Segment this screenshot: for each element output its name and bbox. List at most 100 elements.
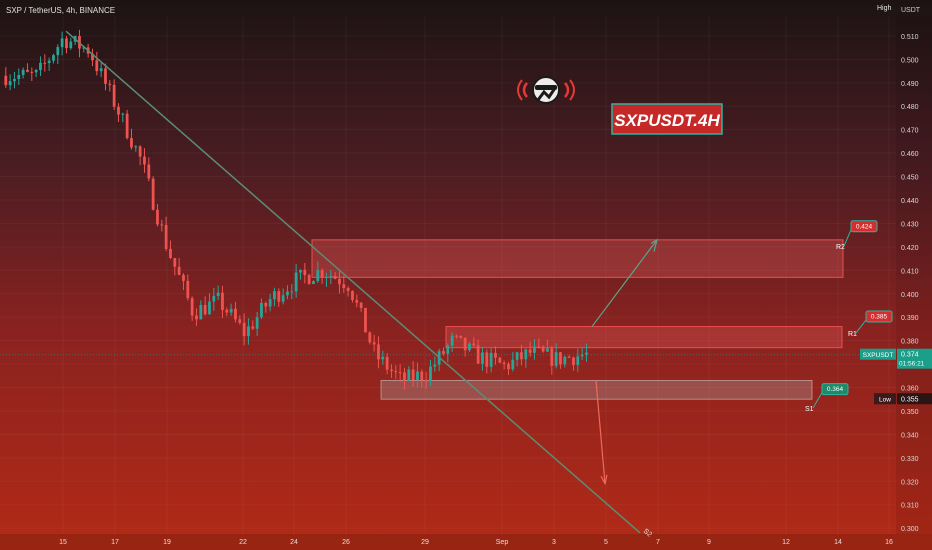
y-tick-label: 0.490 bbox=[901, 81, 919, 88]
bearish-projection-arrow[interactable] bbox=[595, 380, 606, 484]
bullish-projection-arrow[interactable] bbox=[591, 239, 658, 327]
candle-body bbox=[537, 346, 541, 348]
candle-body bbox=[186, 280, 190, 299]
zone-r2[interactable] bbox=[311, 239, 844, 278]
candle-body bbox=[463, 337, 467, 351]
candle-body bbox=[299, 269, 302, 273]
candle-body bbox=[403, 372, 406, 381]
zone-r1[interactable] bbox=[445, 326, 843, 349]
candle-body bbox=[177, 266, 181, 275]
candle-body bbox=[567, 356, 571, 358]
y-tick-label: 0.510 bbox=[901, 34, 919, 41]
candle-body bbox=[416, 371, 419, 381]
candle-body bbox=[520, 352, 523, 360]
candle-body bbox=[26, 69, 29, 72]
candle-body bbox=[199, 304, 203, 320]
candle-body bbox=[13, 78, 16, 82]
x-tick-label: 26 bbox=[342, 539, 350, 546]
candle-body bbox=[381, 356, 385, 360]
candle-body bbox=[229, 308, 233, 313]
candle-body bbox=[117, 106, 120, 115]
candle-body bbox=[377, 344, 380, 360]
candle-body bbox=[533, 346, 536, 353]
candle-body bbox=[511, 359, 515, 370]
callout-value-r2: 0.424 bbox=[856, 223, 873, 230]
candle-body bbox=[273, 291, 276, 300]
candle-body bbox=[151, 178, 155, 210]
candle-body bbox=[251, 326, 255, 329]
y-tick-label: 0.420 bbox=[901, 245, 919, 252]
candle-body bbox=[47, 60, 51, 64]
labels: R2 0.424 R1 0.385 S1 0.364 SXPUSDT 0.374 01:56:2… bbox=[805, 220, 932, 413]
candle-body bbox=[476, 345, 480, 364]
candle-body bbox=[429, 366, 432, 382]
candle-body bbox=[255, 317, 259, 329]
candle-body bbox=[498, 357, 502, 363]
candle-body bbox=[108, 83, 112, 85]
candle-body bbox=[450, 335, 454, 346]
candle-body bbox=[550, 348, 554, 366]
y-tick-label: 0.430 bbox=[901, 221, 919, 228]
callout-connector bbox=[843, 229, 852, 247]
candle-body bbox=[17, 74, 21, 79]
descending-trendline[interactable] bbox=[65, 30, 641, 534]
candle-body bbox=[572, 357, 575, 365]
y-tick-label: 0.300 bbox=[901, 526, 919, 533]
y-tick-label: 0.340 bbox=[901, 432, 919, 439]
x-tick-label: 3 bbox=[552, 539, 556, 546]
current-price-value: 0.374 bbox=[901, 352, 919, 359]
callout-box-r1[interactable] bbox=[865, 310, 893, 323]
symbol-tag-text: SXPUSDT bbox=[863, 352, 894, 359]
callout-box-r2[interactable] bbox=[850, 220, 878, 233]
candles bbox=[0, 29, 896, 390]
candle-body bbox=[559, 352, 562, 365]
candle-body bbox=[164, 225, 168, 249]
candle-countdown: 01:56:21 bbox=[899, 361, 925, 368]
candle-body bbox=[338, 278, 341, 285]
current-price-tag bbox=[897, 348, 932, 369]
candle-body bbox=[169, 248, 172, 258]
y-tick-label: 0.330 bbox=[901, 456, 919, 463]
low-value: 0.355 bbox=[901, 397, 919, 404]
y-tick-label: 0.500 bbox=[901, 57, 919, 64]
candle-body bbox=[125, 113, 129, 139]
candle-body bbox=[104, 68, 107, 84]
candle-body bbox=[212, 295, 216, 302]
candle-body bbox=[307, 274, 311, 284]
callout-box-s1[interactable] bbox=[821, 383, 849, 396]
candle-body bbox=[268, 299, 272, 307]
callout-connector bbox=[812, 392, 823, 409]
candle-body bbox=[39, 62, 42, 71]
candle-body bbox=[372, 342, 376, 345]
x-tick-label: 24 bbox=[290, 539, 298, 546]
y-tick-label: 0.440 bbox=[901, 198, 919, 205]
candle-body bbox=[420, 371, 424, 381]
y-tick-label: 0.470 bbox=[901, 128, 919, 135]
x-tick-label: 16 bbox=[885, 539, 893, 546]
candle-body bbox=[121, 113, 125, 115]
candle-body bbox=[173, 257, 177, 267]
y-tick-label: 0.390 bbox=[901, 315, 919, 322]
candle-body bbox=[442, 351, 445, 354]
x-tick-label: 9 bbox=[707, 539, 711, 546]
price-axis[interactable] bbox=[896, 16, 932, 534]
candle-body bbox=[472, 343, 476, 346]
callout-value-s1: 0.364 bbox=[827, 386, 844, 393]
x-tick-label: 12 bbox=[782, 539, 790, 546]
y-tick-label: 0.410 bbox=[901, 268, 919, 275]
candle-body bbox=[355, 299, 359, 303]
candle-body bbox=[585, 352, 588, 355]
low-label-tag bbox=[874, 393, 896, 405]
candle-body bbox=[507, 363, 510, 370]
candle-body bbox=[303, 269, 307, 275]
x-tick-label: Sep bbox=[496, 539, 509, 546]
candle-body bbox=[390, 369, 393, 372]
candle-body bbox=[247, 326, 250, 337]
time-axis[interactable] bbox=[0, 534, 932, 550]
candle-body bbox=[394, 371, 398, 373]
candle-body bbox=[281, 295, 285, 302]
candle-body bbox=[368, 332, 372, 343]
